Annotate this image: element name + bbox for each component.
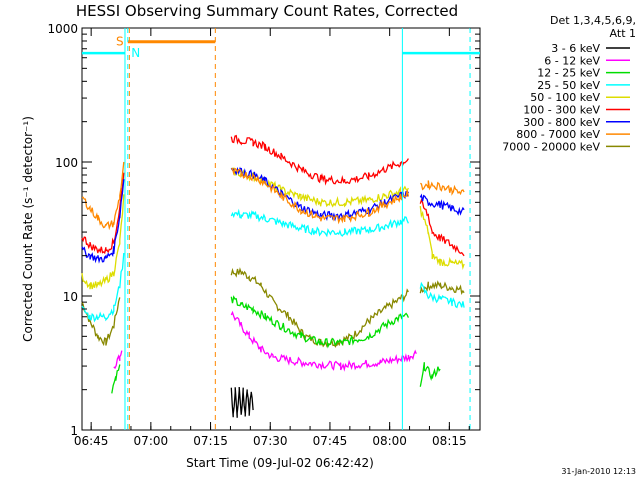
series-line [419,280,465,295]
series-line [230,267,409,348]
series-line [419,198,465,257]
legend-label-300-800-kev: 300 - 800 keV [523,116,600,129]
series-line [230,310,417,372]
legend-label-12-25-kev: 12 - 25 keV [537,67,600,80]
generation-timestamp: 31-Jan-2010 12:13 [561,467,636,476]
legend-label-6-12-kev: 6 - 12 keV [544,54,600,67]
x-axis-label: Start Time (09-Jul-02 06:42:42) [186,456,374,470]
series-7000-20000-kev [81,267,465,348]
overlay-layer: SN [82,28,480,430]
x-axis-ticks: 06:45 07:00 07:15 07:30 07:45 08:00 08:15 [74,28,470,448]
x-tick-label: 06:45 [74,434,109,448]
series-line [419,362,441,387]
series-line [81,172,125,255]
series-line [81,297,121,347]
series-line [230,386,254,418]
series-line [419,206,465,270]
plot-frame [81,27,481,431]
series-6-12-kev [113,310,417,372]
series-line [81,161,125,231]
series-line [419,193,465,216]
series-line [419,281,465,309]
series-line [111,364,121,394]
series-line [81,252,125,323]
x-tick-label: 07:45 [313,434,348,448]
series-layer [81,134,465,418]
saa-label: S [116,35,124,49]
x-tick-label: 07:15 [193,434,228,448]
legend-label-3-6-kev: 3 - 6 keV [551,42,600,55]
series-line [81,194,125,290]
x-tick-label: 08:00 [372,434,407,448]
series-line [230,208,409,238]
y-axis-ticks: 1 10 100 1000 [47,22,480,438]
legend-header-attenuator: Att 1 [610,27,636,40]
series-25-50-kev [81,208,465,323]
legend-label-50-100-kev: 50 - 100 keV [530,91,600,104]
night-label: N [131,46,140,60]
series-3-6-kev [230,386,254,418]
y-tick-label: 100 [55,156,78,170]
series-line [230,295,409,349]
y-tick-label: 1000 [47,22,78,36]
series-line [231,167,410,225]
legend-label-7000-20000-kev: 7000 - 20000 keV [502,140,600,153]
series-300-800-kev [81,166,465,264]
series-12-25-kev [111,295,441,394]
y-axis-label: Corrected Count Rate (s⁻¹ detector⁻¹) [21,116,35,342]
y-tick-label: 1 [70,424,78,438]
series-line [113,350,123,370]
series-100-300-kev [81,134,465,257]
series-line [230,167,409,208]
x-tick-label: 07:30 [253,434,288,448]
chart-title: HESSI Observing Summary Count Rates, Cor… [76,2,458,20]
legend-label-100-300-kev: 100 - 300 keV [523,104,600,117]
series-800-7000-kev [81,161,465,231]
series-line [81,179,125,264]
legend-label-800-7000-kev: 800 - 7000 keV [516,128,600,141]
series-line [230,134,409,186]
x-tick-label: 08:15 [432,434,467,448]
y-tick-label: 10 [63,290,78,304]
legend-label-25-50-kev: 25 - 50 keV [537,79,600,92]
legend-header-detectors: Det 1,3,4,5,6,9, [550,14,636,27]
series-line [420,180,465,196]
x-tick-label: 07:00 [134,434,169,448]
